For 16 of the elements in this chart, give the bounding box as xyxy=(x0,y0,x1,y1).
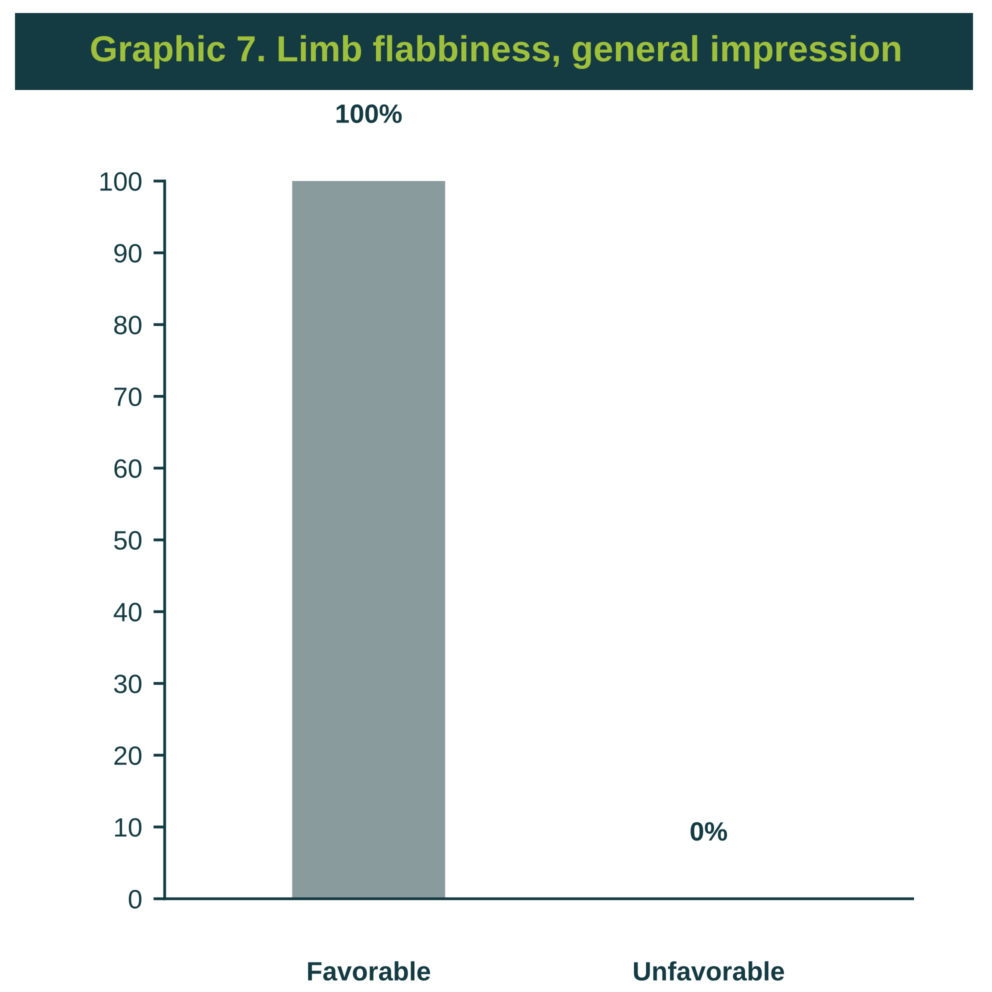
y-tick-label: 0 xyxy=(128,890,142,909)
y-tick-label: 40 xyxy=(114,602,142,622)
y-tick-label: 30 xyxy=(114,674,142,694)
data-label: 100% xyxy=(336,104,402,124)
x-tick-label: Unfavorable xyxy=(634,961,784,981)
chart-title: Graphic 7. Limb flabbiness, general impression xyxy=(91,35,900,69)
y-tick-label: 90 xyxy=(114,244,142,263)
y-tick-label: 50 xyxy=(114,531,142,550)
y-tick-label: 20 xyxy=(114,746,142,766)
y-tick-label: 10 xyxy=(115,818,142,837)
y-tick-label: 70 xyxy=(114,387,142,406)
y-tick-label: 60 xyxy=(114,459,142,478)
data-label: 0% xyxy=(690,822,728,841)
y-tick-label: 80 xyxy=(114,316,142,334)
y-tick-label: 100 xyxy=(100,172,142,191)
x-tick-label: Favorable xyxy=(308,961,430,981)
